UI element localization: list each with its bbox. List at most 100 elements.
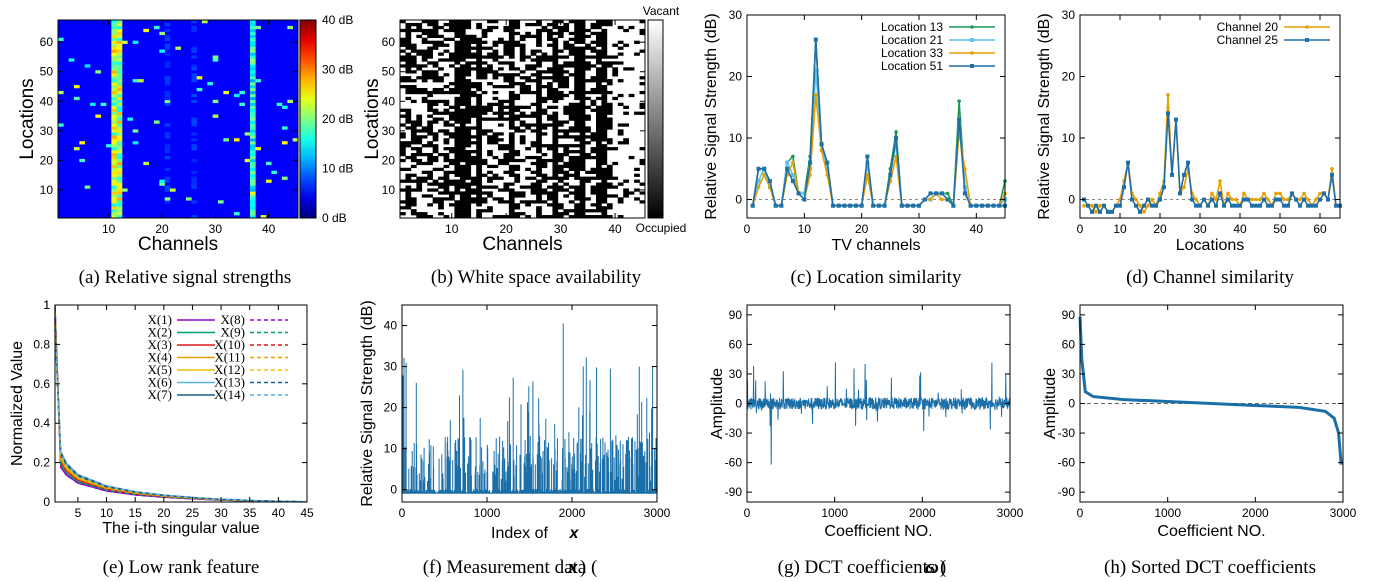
heatmap-cell [111, 209, 117, 213]
grid-cell-occupied [503, 111, 510, 115]
y-tick-label: 90 [1062, 308, 1076, 322]
heatmap-cell [250, 49, 256, 53]
series-marker [957, 99, 961, 103]
heatmap-cell [191, 67, 197, 71]
series-marker [1302, 191, 1306, 196]
grid-cell-occupied [623, 141, 629, 145]
grid-cell-occupied [557, 90, 564, 95]
grid-cell-occupied [585, 209, 591, 213]
heatmap-cell [116, 167, 123, 172]
heatmap-cell [250, 155, 256, 160]
grid-cell-occupied [405, 144, 412, 148]
series-marker [865, 154, 870, 159]
grid-cell-occupied [634, 179, 640, 183]
heatmap-cell [116, 31, 123, 36]
grid-cell-occupied [574, 87, 580, 92]
grid-cell-occupied [552, 43, 559, 47]
grid-cell-occupied [476, 191, 482, 195]
grid-cell-occupied [427, 49, 433, 53]
grid-cell-occupied [508, 79, 515, 83]
grid-cell-occupied [470, 182, 477, 186]
grid-cell-occupied [459, 102, 466, 107]
legend-label: Location 13 [881, 20, 943, 34]
grid-cell-occupied [547, 96, 553, 101]
grid-cell-occupied [541, 52, 548, 56]
grid-cell-occupied [552, 191, 559, 195]
grid-cell-occupied [492, 76, 499, 80]
grid-cell-occupied [541, 191, 548, 195]
x-tick-label: 40 [1233, 222, 1247, 236]
y-tick-label: 50 [40, 65, 54, 79]
grid-cell-occupied [443, 141, 450, 145]
grid-cell-occupied [552, 93, 559, 98]
grid-cell-occupied [449, 158, 455, 163]
heatmap-cell [111, 120, 117, 124]
grid-cell-occupied [405, 40, 412, 44]
grid-cell-occupied [547, 37, 553, 41]
heatmap-cell [250, 179, 256, 183]
grid-cell-occupied [498, 132, 504, 136]
grid-cell-occupied [438, 117, 444, 121]
grid-cell-occupied [454, 164, 461, 169]
grid-cell-occupied [557, 176, 564, 180]
heatmap-cell [116, 117, 123, 121]
grid-cell-occupied [470, 161, 477, 166]
grid-cell-occupied [530, 102, 537, 107]
series-marker [1202, 197, 1206, 202]
grid-cell-occupied [487, 176, 493, 180]
grid-cell-occupied [552, 170, 559, 174]
grid-cell-occupied [541, 55, 548, 59]
grid-cell-occupied [432, 182, 439, 186]
grid-cell-occupied [601, 114, 608, 118]
grid-cell-occupied [476, 173, 482, 177]
grid-cell-occupied [563, 129, 570, 133]
series-marker [1150, 203, 1154, 208]
grid-cell-occupied [579, 76, 586, 80]
grid-cell-occupied [503, 185, 510, 189]
series-marker [1226, 197, 1230, 202]
series-marker [1290, 191, 1294, 196]
heatmap-cell [111, 61, 117, 65]
grid-cell-occupied [470, 67, 477, 71]
heatmap-cell [250, 147, 256, 151]
grid-cell-occupied [606, 20, 613, 24]
series-marker [756, 185, 761, 190]
grid-cell-occupied [536, 173, 542, 177]
grid-cell-occupied [590, 87, 597, 92]
heatmap-cell [244, 158, 251, 163]
grid-cell-occupied [541, 58, 548, 62]
grid-cell-occupied [514, 158, 521, 163]
grid-cell-occupied [563, 194, 570, 198]
grid-cell-occupied [438, 185, 444, 189]
grid-cell-occupied [596, 126, 602, 130]
x-tick-label: 35 [243, 506, 257, 520]
series-marker [1278, 197, 1282, 202]
grid-cell-occupied [476, 150, 482, 154]
caption-symbol: ω [925, 557, 939, 578]
grid-cell-occupied [606, 164, 613, 169]
heatmap-cell [191, 25, 197, 30]
grid-cell-occupied [492, 164, 499, 169]
grid-cell-occupied [476, 93, 482, 98]
series-marker [1278, 191, 1282, 196]
grid-cell-occupied [557, 155, 564, 160]
heatmap-cell [186, 197, 192, 201]
grid-cell-occupied [454, 52, 461, 56]
grid-cell-occupied [405, 185, 412, 189]
grid-cell-occupied [503, 170, 510, 174]
grid-cell-occupied [612, 161, 619, 166]
grid-cell-occupied [563, 182, 570, 186]
heatmap-cell [116, 96, 123, 101]
grid-cell-occupied [601, 111, 608, 115]
heatmap-cell [111, 138, 117, 142]
grid-cell-occupied [410, 99, 417, 104]
grid-cell-occupied [568, 185, 575, 189]
grid-cell-occupied [492, 58, 499, 62]
grid-cell-occupied [459, 114, 466, 118]
grid-cell-occupied [563, 170, 570, 174]
grid-cell-occupied [574, 25, 580, 30]
grid-cell-occupied [623, 194, 629, 198]
grid-cell-occupied [547, 90, 553, 95]
series-marker [1286, 203, 1290, 208]
grid-cell-occupied [481, 28, 488, 33]
